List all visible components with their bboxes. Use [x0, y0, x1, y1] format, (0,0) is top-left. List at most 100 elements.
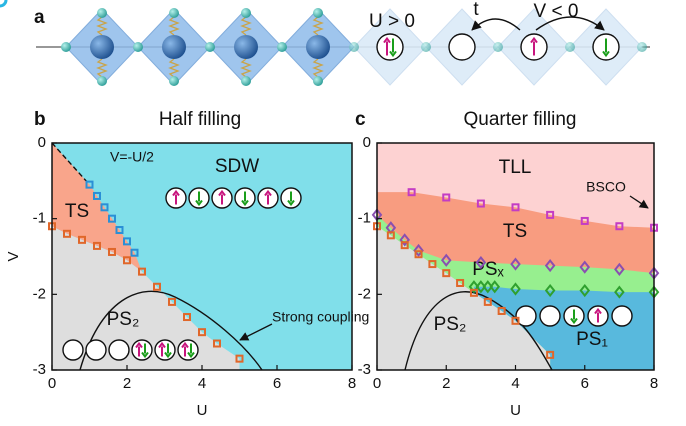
region-label: TS [503, 221, 527, 242]
site [611, 305, 633, 327]
data-point [579, 283, 591, 298]
spin-up [264, 189, 272, 205]
small-atom [241, 8, 251, 18]
data-point [213, 339, 221, 348]
x-tick-label: 6 [581, 375, 589, 392]
data-point [93, 191, 101, 200]
panel-label: b [34, 109, 46, 130]
y-tick-label: -2 [33, 285, 46, 302]
region [473, 286, 654, 370]
interaction-arrow [535, 16, 605, 31]
data-point [153, 282, 161, 291]
spring [168, 16, 180, 78]
x-tick-label: 2 [123, 375, 131, 392]
data-point [511, 316, 520, 325]
data-point [615, 222, 624, 231]
small-atom [241, 76, 251, 86]
spin-down [287, 191, 295, 207]
big-atom [162, 35, 186, 59]
spin-down [164, 343, 172, 359]
data-point [198, 328, 206, 337]
small-atom [169, 76, 179, 86]
data-point [386, 231, 395, 240]
small-atom [61, 42, 71, 52]
spin-up [530, 36, 538, 56]
data-point [546, 350, 555, 359]
data-point [108, 247, 116, 256]
region [52, 143, 142, 272]
chart-title: Quarter filling [464, 109, 577, 130]
data-point [399, 233, 410, 247]
x-tick-label: 4 [198, 375, 206, 392]
data-point [483, 297, 492, 306]
data-point [442, 269, 451, 278]
data-point [544, 283, 556, 298]
x-axis-label: U [510, 402, 521, 419]
spring [312, 16, 324, 78]
region-label: SDW [215, 156, 259, 177]
big-atom [306, 35, 330, 59]
big-atom [234, 35, 258, 59]
data-point [468, 280, 480, 294]
small-atom [97, 8, 107, 18]
small-atom [493, 42, 503, 52]
x-tick-label: 8 [650, 375, 658, 392]
data-point [413, 243, 424, 258]
data-point [546, 210, 555, 219]
site [539, 305, 561, 327]
spin-down [187, 343, 195, 359]
t-label: t [473, 0, 479, 20]
spin-up [172, 189, 180, 205]
site [85, 339, 107, 361]
y-axis-label: V [5, 251, 22, 261]
region-label: PS₂ [434, 314, 467, 335]
annotation-arrow [629, 195, 649, 209]
small-atom [421, 42, 431, 52]
x-tick-label: 8 [348, 375, 356, 392]
data-point [614, 262, 625, 276]
data-point [407, 188, 416, 197]
spin-down [141, 343, 149, 359]
spin-down [570, 309, 578, 325]
spin-up [383, 36, 391, 56]
annotation-arrow [239, 323, 273, 341]
y-tick-label: -1 [358, 210, 371, 227]
small-atom [169, 8, 179, 18]
data-point [138, 267, 146, 276]
y-tick-label: 0 [363, 134, 371, 151]
data-point [0, 0, 8, 8]
spin-down [241, 191, 249, 207]
data-point [456, 278, 465, 287]
small-atom [133, 42, 143, 52]
data-point [510, 257, 521, 271]
region-label: TLL [499, 157, 532, 178]
panel-label: a [34, 7, 45, 28]
data-point [469, 288, 478, 297]
spin-up [135, 341, 143, 357]
data-point [78, 235, 86, 244]
region-label: PS₂ [107, 309, 140, 330]
small-atom [313, 76, 323, 86]
panel-label: c [355, 109, 366, 130]
data-point [580, 216, 589, 225]
spin-down [602, 38, 610, 58]
data-point [123, 237, 131, 246]
spin-up [594, 307, 602, 323]
chart-title: Half filling [159, 109, 241, 130]
region-label: PSₓ [472, 259, 504, 280]
y-tick-label: -3 [358, 361, 371, 378]
small-atom [565, 42, 575, 52]
y-tick-label: 0 [38, 134, 46, 151]
y-tick-label: -3 [33, 361, 46, 378]
data-point [482, 280, 494, 294]
small-atom [277, 42, 287, 52]
theory-curve [79, 290, 263, 371]
region-label: PS₁ [576, 329, 608, 350]
x-tick-label: 0 [48, 375, 56, 392]
data-point [414, 250, 423, 259]
data-point [115, 226, 124, 235]
data-point [85, 180, 94, 189]
spin-down [389, 38, 397, 58]
site [131, 339, 153, 361]
